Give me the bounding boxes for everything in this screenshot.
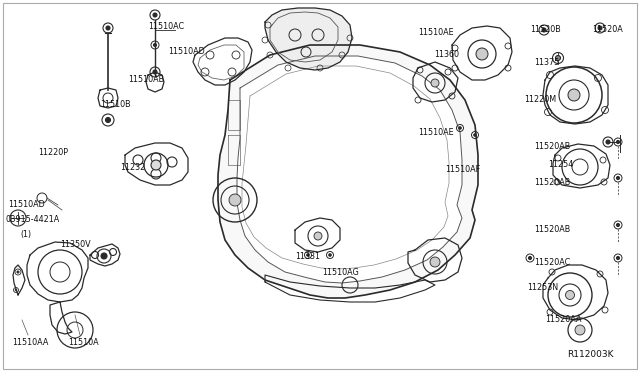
- Circle shape: [598, 26, 602, 30]
- Circle shape: [616, 141, 620, 144]
- Text: 11510AF: 11510AF: [445, 165, 480, 174]
- Circle shape: [529, 257, 531, 260]
- Text: 11254: 11254: [548, 160, 573, 169]
- Text: 11520AA: 11520AA: [545, 315, 582, 324]
- Text: 11220M: 11220M: [524, 95, 556, 104]
- Circle shape: [616, 224, 620, 227]
- Text: 11375: 11375: [534, 58, 559, 67]
- Circle shape: [476, 48, 488, 60]
- Circle shape: [566, 291, 575, 299]
- Text: 11510AD: 11510AD: [168, 47, 205, 56]
- Circle shape: [17, 271, 19, 273]
- Polygon shape: [218, 45, 478, 298]
- Circle shape: [153, 13, 157, 17]
- Circle shape: [459, 126, 461, 129]
- Text: 11510AE: 11510AE: [418, 128, 454, 137]
- Text: 11520AB: 11520AB: [534, 225, 570, 234]
- Circle shape: [430, 257, 440, 267]
- Circle shape: [328, 254, 332, 256]
- Text: (1): (1): [20, 230, 31, 239]
- Text: 11510AD: 11510AD: [8, 200, 45, 209]
- Text: 11520A: 11520A: [592, 25, 623, 34]
- Text: 11510AG: 11510AG: [322, 268, 359, 277]
- Circle shape: [575, 325, 585, 335]
- Text: 11520AB: 11520AB: [534, 178, 570, 187]
- Circle shape: [568, 89, 580, 101]
- Circle shape: [101, 253, 107, 259]
- Text: 11253N: 11253N: [527, 283, 558, 292]
- Circle shape: [106, 26, 110, 30]
- Circle shape: [556, 55, 561, 61]
- Circle shape: [154, 44, 157, 46]
- Text: 11510AE: 11510AE: [418, 28, 454, 37]
- Text: 11350V: 11350V: [60, 240, 91, 249]
- Text: 0B915-4421A: 0B915-4421A: [5, 215, 60, 224]
- Circle shape: [314, 232, 322, 240]
- Circle shape: [616, 257, 620, 260]
- Text: 11510A: 11510A: [68, 338, 99, 347]
- Circle shape: [229, 194, 241, 206]
- Circle shape: [606, 140, 610, 144]
- Text: 11520B: 11520B: [530, 25, 561, 34]
- Polygon shape: [237, 56, 462, 283]
- Circle shape: [431, 79, 439, 87]
- Circle shape: [474, 134, 476, 137]
- Circle shape: [151, 160, 161, 170]
- Circle shape: [15, 289, 17, 291]
- Circle shape: [106, 118, 111, 122]
- Text: 11520AC: 11520AC: [534, 258, 570, 267]
- Text: 11232: 11232: [120, 163, 145, 172]
- Text: 11510B: 11510B: [100, 100, 131, 109]
- Circle shape: [616, 176, 620, 180]
- Text: 11331: 11331: [295, 252, 320, 261]
- Text: 11220P: 11220P: [38, 148, 68, 157]
- Circle shape: [153, 70, 157, 74]
- Text: 11510AA: 11510AA: [12, 338, 49, 347]
- Text: R112003K: R112003K: [567, 350, 614, 359]
- Text: 11510AC: 11510AC: [148, 22, 184, 31]
- Text: 11510AB: 11510AB: [128, 75, 164, 84]
- Circle shape: [542, 28, 546, 32]
- Text: 11520AB: 11520AB: [534, 142, 570, 151]
- Polygon shape: [265, 8, 352, 70]
- Text: 11360: 11360: [434, 50, 459, 59]
- Circle shape: [307, 254, 309, 256]
